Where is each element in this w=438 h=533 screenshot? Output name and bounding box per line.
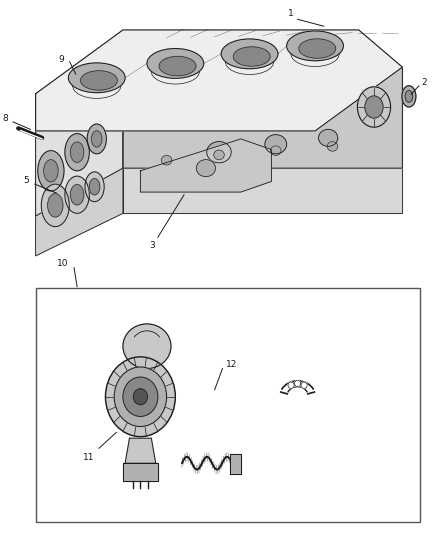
Ellipse shape	[299, 39, 336, 58]
Polygon shape	[123, 67, 403, 168]
Ellipse shape	[123, 324, 171, 368]
Ellipse shape	[38, 151, 64, 191]
Text: 1: 1	[288, 9, 294, 18]
Ellipse shape	[318, 130, 338, 147]
Text: 5: 5	[23, 176, 29, 185]
Text: 2: 2	[422, 77, 427, 86]
Ellipse shape	[287, 31, 343, 61]
Polygon shape	[123, 168, 403, 213]
Ellipse shape	[265, 135, 287, 154]
Text: 8: 8	[3, 114, 9, 123]
Ellipse shape	[81, 71, 117, 90]
Ellipse shape	[365, 96, 383, 118]
Polygon shape	[230, 454, 241, 474]
Ellipse shape	[405, 91, 413, 102]
Ellipse shape	[271, 146, 281, 156]
Text: 9: 9	[58, 55, 64, 63]
Ellipse shape	[294, 380, 300, 386]
Ellipse shape	[301, 382, 307, 389]
Bar	[35, 288, 420, 522]
Ellipse shape	[221, 39, 278, 69]
Ellipse shape	[147, 49, 204, 78]
Ellipse shape	[71, 184, 84, 205]
Ellipse shape	[68, 63, 125, 93]
Ellipse shape	[288, 382, 294, 389]
Ellipse shape	[65, 134, 89, 171]
Ellipse shape	[207, 142, 231, 163]
Ellipse shape	[357, 87, 391, 127]
Ellipse shape	[92, 131, 102, 147]
Ellipse shape	[85, 172, 104, 201]
Ellipse shape	[233, 47, 270, 66]
Polygon shape	[141, 139, 272, 192]
Ellipse shape	[106, 357, 175, 437]
Ellipse shape	[89, 179, 100, 195]
Polygon shape	[35, 30, 403, 131]
Ellipse shape	[48, 193, 63, 217]
Ellipse shape	[159, 56, 196, 76]
Polygon shape	[35, 168, 123, 256]
Ellipse shape	[161, 156, 172, 165]
Ellipse shape	[114, 367, 166, 426]
Polygon shape	[125, 438, 155, 463]
Ellipse shape	[71, 142, 84, 163]
Text: 10: 10	[57, 260, 68, 268]
Ellipse shape	[65, 176, 89, 213]
Ellipse shape	[44, 160, 58, 182]
Ellipse shape	[402, 86, 416, 107]
Ellipse shape	[41, 184, 69, 227]
Ellipse shape	[134, 389, 148, 405]
Text: 3: 3	[150, 241, 155, 250]
Polygon shape	[35, 83, 123, 216]
Ellipse shape	[214, 150, 224, 160]
Polygon shape	[123, 463, 158, 481]
Ellipse shape	[123, 377, 158, 416]
Ellipse shape	[87, 124, 106, 154]
Ellipse shape	[196, 160, 215, 176]
Text: 12: 12	[226, 360, 237, 369]
Text: 11: 11	[83, 453, 95, 462]
Ellipse shape	[327, 142, 338, 151]
